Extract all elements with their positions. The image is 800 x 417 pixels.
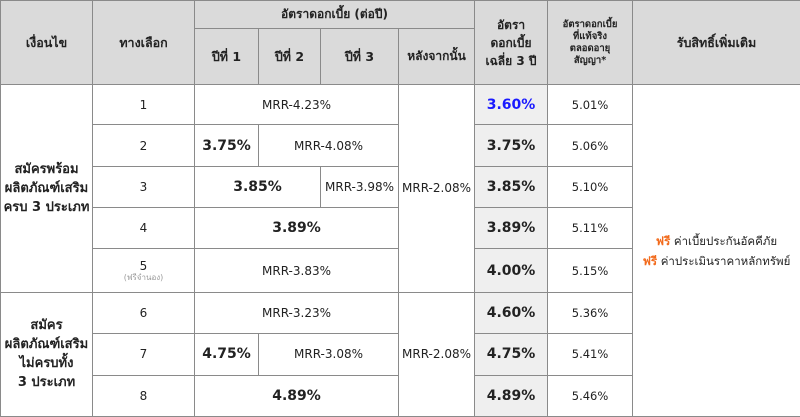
- header-effective-rate: อัตราดอกเบี้ย ที่แท้จริง ตลอดอายุ สัญญา*: [547, 0, 634, 85]
- effective-rate: 5.41%: [547, 333, 634, 376]
- rate-all-years: MRR-3.83%: [194, 248, 399, 293]
- option-note: (ฟรีจำนอง): [123, 273, 164, 283]
- benefit-text: ค่าประเมินราคาหลักทรัพย์: [660, 253, 791, 268]
- header-avg-line2: ดอกเบี้ย: [490, 35, 532, 50]
- rate-year1-3: 4.89%: [194, 374, 399, 417]
- condition-group-2-line2: ผลิตภัณฑ์เสริม: [4, 337, 89, 353]
- condition-group-2-line1: สมัคร: [30, 318, 63, 334]
- table-row: 5 (ฟรีจำนอง) MRR-3.83% 4.00% 5.15%: [1, 248, 800, 293]
- option-cell: 5 (ฟรีจำนอง): [92, 248, 195, 293]
- table-row: 4 3.89% 3.89% 5.11%: [1, 207, 800, 250]
- header-eff-line4: สัญญา*: [573, 54, 607, 66]
- avg-rate: 3.89%: [474, 207, 549, 250]
- header-year2: ปีที่ 2: [258, 28, 321, 85]
- avg-rate: 3.60%: [474, 83, 549, 126]
- option-number: 2: [92, 124, 195, 167]
- option-number: 6: [92, 291, 195, 335]
- header-avg-line3: เฉลี่ย 3 ปี: [485, 53, 537, 68]
- effective-rate: 5.36%: [547, 291, 634, 335]
- header-year3: ปีที่ 3: [320, 28, 399, 85]
- effective-rate: 5.01%: [547, 83, 634, 126]
- condition-group-2-line4: 3 ประเภท: [17, 375, 76, 391]
- option-number: 1: [92, 83, 195, 126]
- effective-rate: 5.10%: [547, 165, 634, 209]
- benefits-cell: ฟรี ค่าเบี้ยประกันอัคคีภัย ฟรี ค่าประเมิ…: [632, 84, 800, 417]
- avg-rate: 4.00%: [474, 248, 549, 293]
- rate-year1-2: 3.85%: [194, 165, 321, 209]
- option-number: 3: [92, 165, 195, 209]
- header-year1: ปีที่ 1: [194, 28, 259, 85]
- rate-all-years: MRR-4.23%: [194, 83, 399, 126]
- header-eff-line1: อัตราดอกเบี้ย: [562, 18, 618, 30]
- rate-year1: 3.75%: [194, 124, 259, 167]
- rate-year2-3: MRR-4.08%: [258, 124, 399, 167]
- benefit-item-1: ฟรี ค่าเบี้ยประกันอัคคีภัย: [635, 231, 798, 251]
- avg-rate: 4.60%: [474, 291, 549, 335]
- header-eff-line2: ที่แท้จริง: [573, 30, 608, 42]
- rate-year1-3: 3.89%: [194, 207, 399, 250]
- after-rate-group-1: MRR-2.08%: [397, 84, 476, 293]
- option-number: 4: [92, 207, 195, 250]
- rate-year3: MRR-3.98%: [320, 165, 399, 209]
- avg-rate: 3.75%: [474, 124, 549, 167]
- header-benefit: รับสิทธิ์เพิ่มเติม: [632, 0, 800, 85]
- benefit-text: ค่าเบี้ยประกันอัคคีภัย: [673, 233, 778, 248]
- table-row: 2 3.75% MRR-4.08% 3.75% 5.06%: [1, 124, 800, 167]
- avg-rate: 4.75%: [474, 333, 549, 376]
- header-eff-line3: ตลอดอายุ: [569, 42, 611, 54]
- table-row: 3 3.85% MRR-3.98% 3.85% 5.10%: [1, 165, 800, 209]
- effective-rate: 5.15%: [547, 248, 634, 293]
- rate-year1: 4.75%: [194, 333, 259, 376]
- header-after: หลังจากนั้น: [397, 28, 476, 85]
- free-label: ฟรี: [655, 233, 671, 248]
- rate-year2-3: MRR-3.08%: [258, 333, 399, 376]
- benefit-item-2: ฟรี ค่าประเมินราคาหลักทรัพย์: [635, 251, 798, 271]
- condition-group-1: สมัครพร้อม ผลิตภัณฑ์เสริม ครบ 3 ประเภท: [0, 84, 93, 293]
- condition-group-1-line2: ผลิตภัณฑ์เสริม: [4, 180, 89, 196]
- table-row: สมัคร ผลิตภัณฑ์เสริม ไม่ครบทั้ง 3 ประเภท…: [0, 291, 800, 417]
- table-row: 8 4.89% 4.89% 5.46%: [1, 374, 800, 417]
- condition-group-1-line1: สมัครพร้อม: [14, 161, 79, 177]
- effective-rate: 5.46%: [547, 374, 634, 417]
- after-rate-group-2: MRR-2.08%: [397, 291, 476, 417]
- condition-group-2-line3: ไม่ครบทั้ง: [19, 356, 74, 372]
- avg-rate: 4.89%: [474, 374, 549, 417]
- condition-group-1-line3: ครบ 3 ประเภท: [3, 199, 90, 215]
- free-label: ฟรี: [642, 253, 658, 268]
- header-avg-rate: อัตรา ดอกเบี้ย เฉลี่ย 3 ปี: [474, 0, 549, 85]
- option-number: 8: [92, 374, 195, 417]
- option-number: 7: [92, 333, 195, 376]
- option-number: 5: [139, 259, 148, 274]
- rate-all-years: MRR-3.23%: [194, 291, 399, 335]
- effective-rate: 5.11%: [547, 207, 634, 250]
- table-row: สมัครพร้อม ผลิตภัณฑ์เสริม ครบ 3 ประเภท 1…: [0, 83, 800, 417]
- header-rate-group: อัตราดอกเบี้ย (ต่อปี): [193, 0, 476, 29]
- effective-rate: 5.06%: [547, 124, 634, 167]
- header-avg-line1: อัตรา: [496, 17, 526, 32]
- avg-rate: 3.85%: [474, 165, 549, 209]
- header-option: ทางเลือก: [92, 0, 195, 85]
- condition-group-2: สมัคร ผลิตภัณฑ์เสริม ไม่ครบทั้ง 3 ประเภท: [0, 291, 93, 417]
- header-condition: เงื่อนไข: [0, 0, 93, 85]
